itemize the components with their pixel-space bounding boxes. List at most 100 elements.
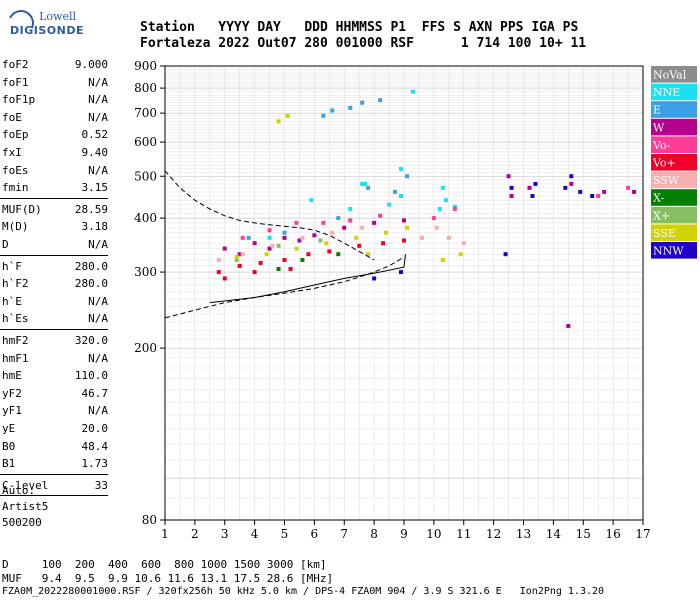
param-name: B0: [2, 439, 16, 453]
echo-point: [434, 225, 439, 230]
param-name: D: [2, 238, 9, 251]
param-name: foEp: [2, 128, 29, 142]
param-name: foF2: [2, 58, 29, 71]
param-value: 46.7: [81, 386, 109, 400]
echo-point: [378, 98, 383, 103]
echo-point: [533, 181, 538, 186]
param-row-ye: yE 20.0: [2, 422, 108, 436]
y-tick-label: 400: [134, 211, 157, 225]
param-value: N/A: [88, 312, 108, 326]
echo-point: [569, 181, 574, 186]
param-row-he: h`E N/A: [2, 295, 108, 309]
param-row-hf2: h`F2 280.0: [2, 277, 108, 291]
x-tick-label: 1: [161, 527, 169, 541]
echo-point: [527, 185, 532, 190]
echo-point: [569, 174, 574, 179]
logo-line2: DIGISONDE: [10, 24, 84, 37]
param-name: foF1p: [2, 93, 36, 107]
param-name: B1: [2, 457, 16, 471]
param-value: 280.0: [74, 277, 108, 291]
auto-code: 500200: [2, 516, 42, 529]
echo-point: [282, 230, 287, 235]
echo-point: [509, 185, 514, 190]
echo-point: [566, 324, 571, 329]
param-row-yf2: yF2 46.7: [2, 387, 108, 401]
x-tick-label: 5: [281, 527, 289, 541]
echo-point: [399, 166, 404, 171]
echo-point: [563, 185, 568, 190]
echo-point: [336, 252, 341, 257]
muf-line: MUF 9.4 9.5 9.9 10.6 11.6 13.1 17.5 28.6…: [2, 572, 334, 585]
echo-point: [410, 89, 415, 94]
param-row-fof1: foF1 N/A: [2, 76, 108, 90]
echo-point: [399, 194, 404, 199]
param-name: h`F: [2, 259, 22, 273]
echo-point: [440, 257, 445, 262]
legend-swatch-w: [651, 118, 697, 136]
echo-point: [372, 220, 377, 225]
echo-point: [264, 252, 269, 257]
param-value: 0.52: [81, 128, 109, 142]
echo-point: [222, 246, 227, 251]
param-row-hes: h`Es N/A: [2, 312, 108, 326]
echo-point: [297, 238, 302, 243]
echo-point: [458, 252, 463, 257]
echo-point: [282, 235, 287, 240]
param-value: N/A: [88, 294, 108, 308]
legend-swatch-sse: [651, 224, 697, 241]
echo-point: [234, 255, 239, 260]
param-value: N/A: [88, 75, 108, 89]
echo-point: [461, 241, 466, 246]
echo-point: [440, 185, 445, 190]
param-name: hmE: [2, 369, 22, 383]
lowell-digisonde-logo: Lowell DIGISONDE: [4, 6, 83, 40]
x-tick-label: 11: [456, 527, 471, 541]
param-name: C-level: [2, 478, 49, 492]
ionogram-profile-dashed: [164, 170, 375, 261]
param-value: N/A: [88, 404, 108, 418]
param-value: 20.0: [81, 422, 109, 435]
param-value: 48.4: [81, 439, 109, 453]
legend-label: SSW: [653, 174, 680, 187]
echo-point: [348, 105, 353, 110]
echo-point: [267, 246, 272, 251]
legend-swatch-vo: [651, 154, 697, 171]
header-row1: Station YYYY DAY DDD HHMMSS P1 FFS S AXN…: [140, 20, 579, 35]
param-name: foE: [2, 110, 22, 124]
param-separator: [0, 197, 108, 199]
x-tick-label: 12: [486, 527, 501, 541]
x-tick-label: 2: [191, 527, 199, 541]
param-name: fxI: [2, 146, 22, 159]
echo-point: [506, 174, 511, 179]
echo-point: [578, 189, 583, 194]
param-name: yE: [2, 422, 16, 435]
echo-point: [348, 218, 353, 223]
param-name: h`Es: [2, 312, 29, 326]
legend-label: E: [653, 104, 661, 117]
echo-point: [285, 113, 290, 118]
echo-point: [222, 276, 227, 281]
echo-point: [246, 235, 251, 240]
x-tick-label: 7: [340, 527, 348, 541]
param-value: 3.18: [81, 220, 109, 234]
legend-swatch-vo: [651, 136, 697, 153]
echo-point: [324, 241, 329, 246]
file-info-line: FZA0M_2022280001000.RSF / 320fx256h 50 k…: [2, 586, 605, 597]
echo-point: [452, 204, 457, 209]
param-row-foes: foEs N/A: [2, 164, 108, 178]
legend-swatch-ssw: [651, 171, 697, 189]
param-row-foe: foE N/A: [2, 111, 108, 125]
echo-point: [590, 194, 595, 199]
echo-point: [300, 235, 305, 240]
echo-point: [240, 252, 245, 257]
echo-point: [282, 257, 287, 262]
echo-point: [443, 198, 448, 203]
echo-point: [437, 206, 442, 211]
echo-point: [399, 270, 404, 275]
param-value: 28.59: [74, 202, 108, 216]
param-row-fmin: fmin 3.15: [2, 181, 108, 195]
echo-point: [509, 194, 514, 199]
header-row2: Fortaleza 2022 Out07 280 001000 RSF 1 71…: [140, 36, 587, 51]
echo-point: [336, 216, 341, 221]
echo-point: [267, 228, 272, 233]
